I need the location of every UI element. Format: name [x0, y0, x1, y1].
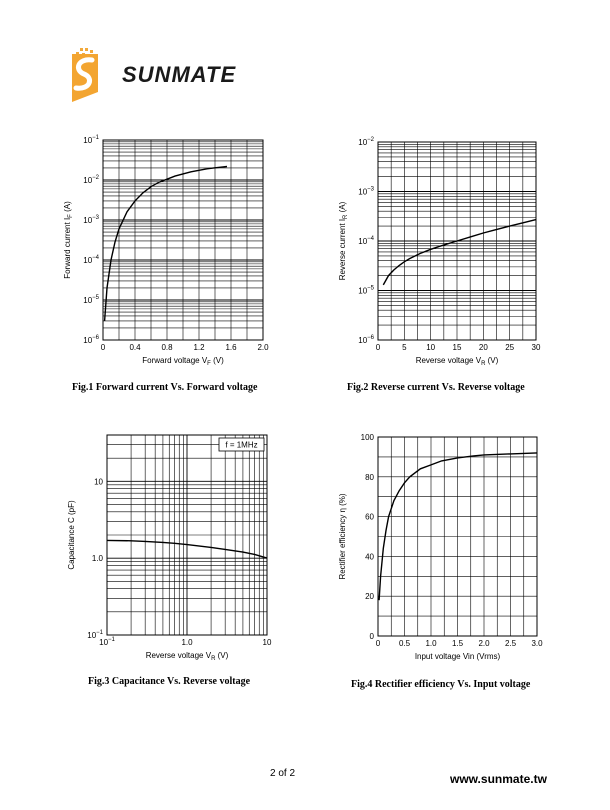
fig4-x-tick-label: 3.0: [531, 639, 543, 648]
reverse-current-chart: 0 5 10 15 20 25 30 10−6 10−5 10−4 10−3 10−2 Reverse …: [330, 130, 560, 370]
fig2-x-tick-label: 25: [505, 343, 514, 352]
fig2-y-tick-label: 10−2: [358, 137, 374, 147]
fig2-plot-frame: [377, 141, 537, 341]
fig3-x-tick-label: 1.0: [181, 638, 193, 647]
capacitance-chart: 10−1 1.0 10 10−1 1.0 10 Reverse voltage VR (V)…: [55, 428, 285, 668]
fig4-series-line: [378, 452, 538, 601]
fig2-y-tick-label: 10−3: [358, 187, 374, 197]
fig1-x-axis-label: Forward voltage VF (V): [142, 356, 224, 367]
fig4-caption: Fig.4 Rectifier efficiency Vs. Input vol…: [351, 679, 531, 690]
fig4-y-tick-label: 20: [365, 592, 374, 601]
fig4-y-tick-label: 60: [365, 513, 374, 522]
fig3-grid: [106, 434, 267, 636]
rectifier-efficiency-chart: 0 0.5 1.0 1.5 2.0 2.5 3.0 0 20 40 60 80 100 Input vol…: [330, 428, 560, 668]
fig4-x-axis-label: Input voltage Vin (Vrms): [415, 652, 501, 661]
fig1-y-tick-label: 10−1: [83, 135, 99, 145]
fig2-x-axis-label: Reverse voltage VR (V): [416, 356, 499, 367]
website-url: www.sunmate.tw: [450, 772, 547, 786]
sunmate-logo: SUNMATE: [58, 44, 258, 106]
fig2-x-tick-label: 30: [532, 343, 541, 352]
fig3-y-axis-label: Capacitance C (pF): [67, 500, 76, 570]
fig1-y-tick-label: 10−4: [83, 255, 99, 265]
fig3-plot-frame: [106, 434, 268, 636]
fig4-plot-frame: [377, 436, 538, 637]
fig4-x-tick-label: 1.5: [452, 639, 464, 648]
fig1-plot-frame: [102, 139, 264, 341]
fig3-y-tick-label: 1.0: [92, 554, 104, 563]
fig2-series-line: [382, 218, 537, 286]
fig2-y-axis-label: Reverse current IR (A): [338, 201, 349, 280]
fig3-x-tick-label: 10: [263, 638, 272, 647]
fig4-x-tick-label: 0.5: [399, 639, 411, 648]
fig3-y-tick-label: 10−1: [87, 630, 103, 640]
fig1-x-tick-label: 0: [101, 343, 106, 352]
fig2-y-tick-label: 10−4: [358, 236, 374, 246]
fig2-x-tick-label: 20: [479, 343, 488, 352]
fig4-x-tick-label: 0: [376, 639, 381, 648]
fig3-series-line: [106, 539, 268, 559]
fig3-annotation: f = 1MHz: [218, 437, 265, 452]
svg-text:SUNMATE: SUNMATE: [122, 62, 236, 87]
fig1-grid: [102, 140, 264, 341]
fig1-y-tick-label: 10−2: [83, 175, 99, 185]
fig1-caption: Fig.1 Forward current Vs. Forward voltag…: [72, 382, 258, 393]
fig2-y-tick-label: 10−6: [358, 335, 374, 345]
fig2-caption: Fig.2 Reverse current Vs. Reverse voltag…: [347, 382, 525, 393]
fig3-caption: Fig.3 Capacitance Vs. Reverse voltage: [88, 676, 251, 687]
fig4-y-axis-label: Rectifier efficiency η (%): [338, 493, 347, 579]
fig4-y-tick-label: 40: [365, 552, 374, 561]
fig2-x-tick-label: 0: [376, 343, 381, 352]
fig3-y-tick-label: 10: [94, 477, 103, 486]
fig1-x-tick-label: 2.0: [257, 343, 269, 352]
fig1-x-tick-label: 0.8: [161, 343, 173, 352]
fig2-x-tick-label: 15: [453, 343, 462, 352]
fig2-x-tick-label: 5: [402, 343, 407, 352]
fig3-annotation-box: [218, 437, 265, 452]
fig4-x-tick-label: 2.5: [505, 639, 517, 648]
fig4-y-tick-label: 0: [370, 632, 375, 641]
fig3-x-tick-label: 10−1: [99, 637, 115, 647]
fig1-y-tick-label: 10−5: [83, 295, 99, 305]
fig4-y-tick-label: 80: [365, 473, 374, 482]
fig4-y-tick-label: 100: [361, 433, 375, 442]
fig4-x-tick-label: 1.0: [425, 639, 437, 648]
fig1-x-tick-label: 1.2: [193, 343, 205, 352]
page-number: 2 of 2: [270, 768, 296, 779]
fig1-x-tick-label: 1.6: [225, 343, 237, 352]
fig4-x-tick-label: 2.0: [478, 639, 490, 648]
fig3-x-axis-label: Reverse voltage VR (V): [146, 651, 229, 662]
fig2-y-tick-label: 10−5: [358, 286, 374, 296]
fig1-y-tick-label: 10−3: [83, 215, 99, 225]
fig4-grid: [377, 436, 538, 637]
fig1-series-line: [103, 165, 228, 321]
fig1-y-axis-label: Forward current IF (A): [63, 201, 74, 279]
fig1-x-tick-label: 0.4: [129, 343, 141, 352]
fig1-y-tick-label: 10−6: [83, 335, 99, 345]
logo-wordmark: SUNMATE: [122, 62, 236, 87]
fig3-annotation-text: f = 1MHz: [225, 441, 257, 450]
fig2-x-tick-label: 10: [426, 343, 435, 352]
forward-current-chart: 0 0.4 0.8 1.2 1.6 2.0 10−6 10−5 10−4 10−3 10−2 10−1…: [55, 130, 285, 370]
